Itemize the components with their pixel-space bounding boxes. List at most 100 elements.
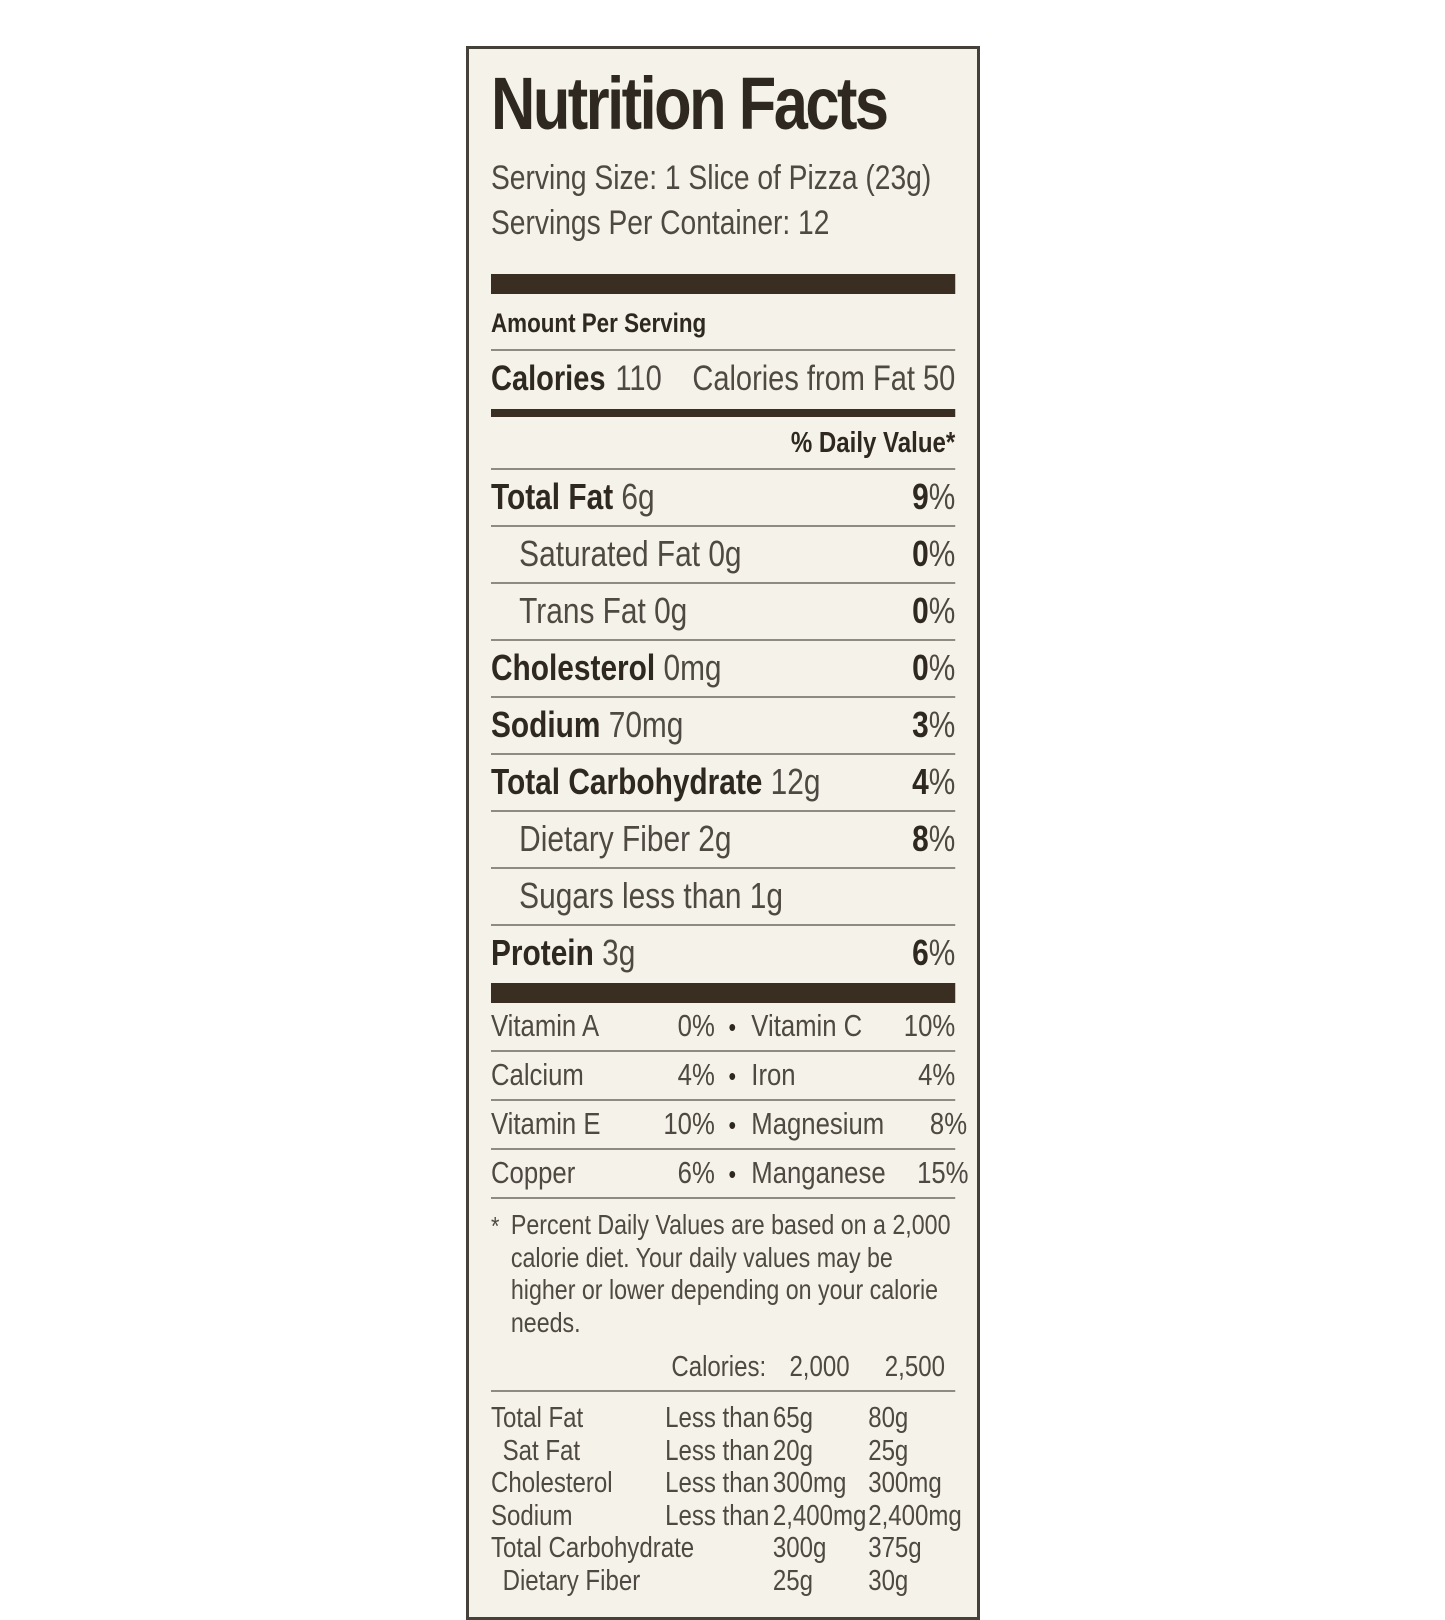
- ref-row-name: Dietary Fiber: [502, 1564, 641, 1597]
- nutrient-daily-value: 0%: [912, 590, 956, 632]
- vitamin-left-value: 0%: [677, 1008, 715, 1044]
- nutrient-row: Cholesterol 0mg 0%: [491, 641, 956, 699]
- nutrient-row: Sugars less than 1g: [491, 869, 956, 927]
- ref-row-qualifier: Less than: [665, 1499, 770, 1532]
- ref-row-value-2500: 2,400mg: [868, 1499, 962, 1532]
- reference-table-row: Sat Fat Less than 20g 25g: [491, 1435, 955, 1467]
- calories-amount: Calories 110: [491, 359, 662, 399]
- nutrient-row: Sodium 70mg 3%: [491, 698, 956, 756]
- vitamin-right-name: Manganese: [751, 1155, 886, 1191]
- ref-row-value-2000: 25g: [772, 1564, 813, 1597]
- ref-calories-label: Calories:: [671, 1351, 767, 1384]
- reference-table-row: Total Carbohydrate 300g 375g: [491, 1532, 955, 1564]
- ref-row-value-2500: 300mg: [868, 1467, 942, 1500]
- nutrient-name-amount: Sodium 70mg: [491, 704, 683, 746]
- vitamin-left-value: 10%: [663, 1106, 715, 1142]
- nutrient-row: Trans Fat 0g 0%: [491, 584, 956, 642]
- separator-bar-vitamins: [491, 983, 956, 1004]
- ref-row-qualifier: Less than: [665, 1402, 770, 1435]
- nutrient-name-amount: Total Fat 6g: [491, 476, 655, 518]
- ref-row-qualifier: Less than: [665, 1467, 770, 1500]
- vitamin-right-name: Magnesium: [751, 1106, 885, 1142]
- vitamin-row: Vitamin E 10% • Magnesium 8%: [491, 1101, 967, 1151]
- vitamin-left-name: Vitamin A: [491, 1008, 600, 1044]
- bullet-separator: •: [728, 1012, 737, 1043]
- ref-row-value-2500: 375g: [868, 1532, 922, 1565]
- ref-row-value-2500: 30g: [868, 1564, 909, 1597]
- nutrient-daily-value: 8%: [912, 818, 956, 860]
- nutrient-row: Total Fat 6g 9%: [491, 470, 956, 528]
- ref-row-name: Total Fat: [491, 1402, 584, 1435]
- nutrient-row: Total Carbohydrate 12g 4%: [491, 755, 956, 813]
- vitamin-row: Vitamin A 0% • Vitamin C 10%: [491, 1003, 956, 1053]
- nutrient-amount: 0g: [708, 533, 742, 575]
- nutrient-rows: Total Fat 6g 9% Saturated Fat 0g 0% Trans …: [491, 470, 956, 981]
- footnote-asterisk: *: [491, 1211, 500, 1242]
- vitamin-row: Calcium 4% • Iron 4%: [491, 1052, 956, 1102]
- vitamin-rows: Vitamin A 0% • Vitamin C 10% Calcium 4% …: [491, 1003, 969, 1200]
- nutrition-facts-label: Nutrition Facts Serving Size: 1 Slice of…: [466, 46, 980, 1620]
- nutrient-name: Dietary Fiber: [519, 818, 691, 860]
- vitamin-row: Copper 6% • Manganese 15%: [491, 1150, 969, 1200]
- nutrient-amount: 0mg: [663, 647, 722, 689]
- amount-per-serving-heading: Amount Per Serving: [491, 304, 956, 352]
- footnote-text: Percent Daily Values are based on a 2,00…: [510, 1209, 951, 1338]
- ref-row-name: Sodium: [491, 1499, 573, 1532]
- reference-table-row: Dietary Fiber 25g 30g: [491, 1565, 955, 1597]
- ref-row-value-2500: 25g: [868, 1434, 909, 1467]
- nutrient-name: Sugars less than 1g: [519, 875, 783, 917]
- bullet-separator: •: [728, 1159, 737, 1190]
- vitamin-right-value: 8%: [929, 1106, 968, 1142]
- nutrient-name: Protein: [491, 932, 594, 974]
- label-title: Nutrition Facts: [491, 62, 889, 145]
- label-content: Nutrition Facts Serving Size: 1 Slice of…: [491, 62, 969, 1597]
- ref-row-value-2000: 300mg: [772, 1467, 847, 1500]
- nutrient-amount: 2g: [698, 818, 732, 860]
- reference-table-rows: Total Fat Less than 65g 80g Sat Fat Less…: [491, 1392, 962, 1597]
- vitamin-left-name: Copper: [491, 1155, 576, 1191]
- ref-row-name: Sat Fat: [502, 1434, 581, 1467]
- ref-row-value-2000: 300g: [772, 1532, 827, 1565]
- calories-label: Calories: [491, 359, 606, 399]
- nutrient-amount: 6g: [621, 476, 655, 518]
- nutrient-name-amount: Protein 3g: [491, 932, 635, 974]
- calories-value: 110: [615, 359, 662, 399]
- nutrient-amount: 12g: [770, 761, 821, 803]
- vitamin-left-value: 4%: [677, 1057, 715, 1093]
- reference-table-row: Sodium Less than 2,400mg 2,400mg: [491, 1499, 962, 1532]
- nutrient-name: Sodium: [491, 704, 601, 746]
- reference-table-row: Total Fat Less than 65g 80g: [491, 1402, 955, 1434]
- serving-size-text: Serving Size: 1 Slice of Pizza (23g): [491, 158, 932, 197]
- bullet-separator: •: [728, 1061, 737, 1092]
- calories-from-fat: Calories from Fat 50: [692, 359, 956, 399]
- footnote: * Percent Daily Values are based on a 2,…: [491, 1199, 955, 1343]
- vitamin-left-value: 6%: [677, 1155, 715, 1191]
- vitamin-right-value: 15%: [917, 1155, 969, 1191]
- ref-row-name: Cholesterol: [491, 1467, 613, 1500]
- ref-row-name: Total Carbohydrate: [491, 1532, 695, 1565]
- bullet-separator: •: [728, 1110, 737, 1141]
- reference-table-header: Calories: 2,000 2,500: [491, 1343, 956, 1393]
- reference-table-row: Cholesterol Less than 300mg 300mg: [491, 1467, 955, 1499]
- nutrient-name-amount: Trans Fat 0g: [519, 590, 687, 632]
- vitamin-right-name: Vitamin C: [751, 1008, 863, 1044]
- nutrient-name: Trans Fat: [519, 590, 646, 632]
- nutrient-name: Cholesterol: [491, 647, 656, 689]
- ref-col-2000: 2,000: [789, 1351, 850, 1384]
- nutrient-daily-value: 0%: [912, 533, 956, 575]
- vitamin-right-value: 10%: [903, 1008, 956, 1044]
- nutrient-row: Saturated Fat 0g 0%: [491, 527, 956, 585]
- vitamin-right-value: 4%: [918, 1057, 956, 1093]
- nutrient-daily-value: 4%: [912, 761, 956, 803]
- nutrient-row: Dietary Fiber 2g 8%: [491, 812, 956, 870]
- nutrient-daily-value: 3%: [912, 704, 956, 746]
- separator-bar-calories: [491, 409, 956, 418]
- nutrient-daily-value: 9%: [912, 476, 956, 518]
- ref-row-value-2000: 20g: [772, 1434, 813, 1467]
- nutrient-name: Saturated Fat: [519, 533, 701, 575]
- ref-row-value-2000: 2,400mg: [772, 1499, 867, 1532]
- separator-bar-top: [491, 274, 956, 295]
- calories-row: Calories 110 Calories from Fat 50: [491, 351, 955, 409]
- nutrient-name: Total Fat: [491, 476, 614, 518]
- nutrient-name-amount: Dietary Fiber 2g: [519, 818, 731, 860]
